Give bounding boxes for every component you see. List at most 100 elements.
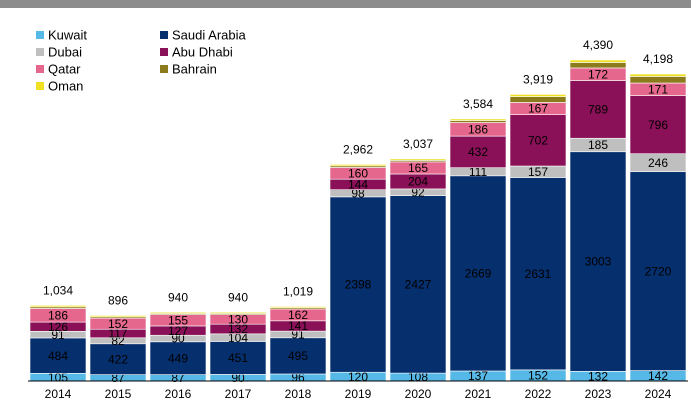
segment-label: 132 — [228, 322, 248, 336]
total-label: 4,390 — [583, 38, 613, 52]
segment-label: 186 — [468, 122, 488, 136]
bar-segment — [629, 73, 687, 77]
bar-segment — [149, 341, 207, 375]
segment-label: 2427 — [405, 278, 432, 292]
segment-label: 132 — [588, 369, 608, 383]
segment-label: 3003 — [585, 255, 612, 269]
x-tick-label: 2015 — [105, 387, 132, 401]
segment-label: 484 — [48, 349, 68, 363]
x-tick-label: 2023 — [585, 387, 612, 401]
legend-swatch — [36, 82, 44, 90]
bar-segment — [329, 196, 387, 373]
legend-swatch — [160, 31, 168, 39]
segment-label: 155 — [168, 313, 188, 327]
bar-segment — [569, 80, 627, 139]
bar-segment — [509, 96, 567, 103]
segment-label: 152 — [528, 369, 548, 383]
segment-label: 2720 — [645, 264, 672, 278]
header-band — [0, 0, 691, 8]
segment-label: 137 — [468, 369, 488, 383]
bar-segment — [449, 175, 507, 372]
total-label: 1,034 — [43, 284, 73, 298]
x-tick-label: 2016 — [165, 387, 192, 401]
bar-segment — [29, 337, 87, 374]
total-label: 940 — [168, 290, 188, 304]
x-tick-label: 2021 — [465, 387, 492, 401]
segment-label: 185 — [588, 138, 608, 152]
bar-segment — [569, 62, 627, 69]
segment-label: 789 — [588, 103, 608, 117]
segment-label: 432 — [468, 145, 488, 159]
segment-label: 796 — [648, 118, 668, 132]
segment-label: 204 — [408, 175, 428, 189]
bar-segment — [269, 337, 327, 375]
segment-label: 104 — [228, 331, 248, 345]
segment-label: 120 — [348, 370, 368, 384]
segment-label: 142 — [648, 369, 668, 383]
legend-swatch — [36, 31, 44, 39]
legend-swatch — [36, 65, 44, 73]
bar-segment — [389, 158, 447, 161]
segment-label: 117 — [108, 327, 127, 341]
segment-label: 246 — [648, 156, 668, 170]
total-label: 3,584 — [463, 97, 493, 111]
bar-segment — [29, 305, 87, 308]
segment-label: 2631 — [525, 267, 552, 281]
bar-segment — [269, 306, 327, 308]
segment-label: 157 — [528, 165, 548, 179]
x-tick-label: 2024 — [645, 387, 672, 401]
bar-segment — [89, 315, 147, 318]
segment-label: 130 — [228, 313, 248, 327]
legend-swatch — [36, 48, 44, 56]
legend-label: Bahrain — [172, 61, 217, 76]
bar-segment — [569, 59, 627, 63]
segment-label: 451 — [228, 351, 248, 365]
x-tick-label: 2014 — [45, 387, 72, 401]
total-label: 3,037 — [403, 137, 433, 151]
x-tick-label: 2018 — [285, 387, 312, 401]
x-tick-label: 2017 — [225, 387, 252, 401]
segment-label: 165 — [408, 161, 428, 175]
total-label: 1,019 — [283, 285, 313, 299]
segment-label: 495 — [288, 349, 308, 363]
total-label: 4,198 — [643, 52, 673, 66]
total-label: 3,919 — [523, 73, 553, 87]
bar-segment — [509, 94, 567, 97]
bar-segment — [329, 164, 387, 167]
segment-label: 2669 — [465, 267, 492, 281]
bar-segment — [509, 177, 567, 371]
segment-label: 126 — [48, 320, 68, 334]
bar-segment — [449, 118, 507, 121]
segment-label: 422 — [108, 352, 128, 366]
total-label: 896 — [108, 294, 128, 308]
total-label: 2,962 — [343, 143, 373, 157]
bar-segment — [209, 311, 267, 314]
bar-segment — [149, 311, 207, 314]
legend-label: Dubai — [48, 44, 82, 59]
segment-label: 449 — [168, 351, 188, 365]
segment-label: 144 — [348, 178, 368, 192]
x-tick-label: 2019 — [345, 387, 372, 401]
segment-label: 2398 — [345, 278, 372, 292]
bar-segment — [629, 95, 687, 155]
bar-segment — [629, 76, 687, 84]
legend-label: Kuwait — [48, 27, 87, 42]
legend-label: Qatar — [48, 61, 81, 76]
segment-label: 167 — [528, 102, 548, 116]
legend-label: Oman — [48, 78, 83, 93]
bar-segment — [629, 171, 687, 371]
segment-label: 172 — [588, 67, 608, 81]
segment-label: 141 — [288, 319, 308, 333]
segment-label: 111 — [469, 165, 488, 179]
segment-label: 160 — [348, 166, 368, 180]
legend-label: Abu Dhabi — [172, 44, 233, 59]
bar-segment — [569, 151, 627, 372]
segment-label: 702 — [528, 134, 548, 148]
total-label: 940 — [228, 290, 248, 304]
x-tick-label: 2020 — [405, 387, 432, 401]
legend-swatch — [160, 48, 168, 56]
segment-label: 162 — [288, 308, 308, 322]
bar-segment — [389, 195, 447, 374]
x-tick-label: 2022 — [525, 387, 552, 401]
